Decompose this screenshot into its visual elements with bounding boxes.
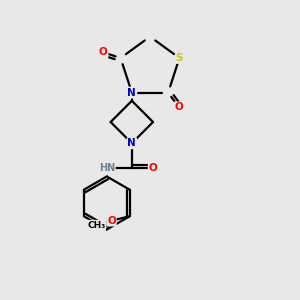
Text: S: S bbox=[176, 53, 183, 63]
Text: HN: HN bbox=[99, 163, 115, 173]
Text: O: O bbox=[107, 216, 116, 226]
Text: N: N bbox=[128, 138, 136, 148]
Text: O: O bbox=[99, 47, 108, 57]
Text: CH₃: CH₃ bbox=[87, 220, 105, 230]
Text: N: N bbox=[128, 88, 136, 98]
Text: O: O bbox=[149, 163, 158, 173]
Text: O: O bbox=[175, 102, 183, 112]
